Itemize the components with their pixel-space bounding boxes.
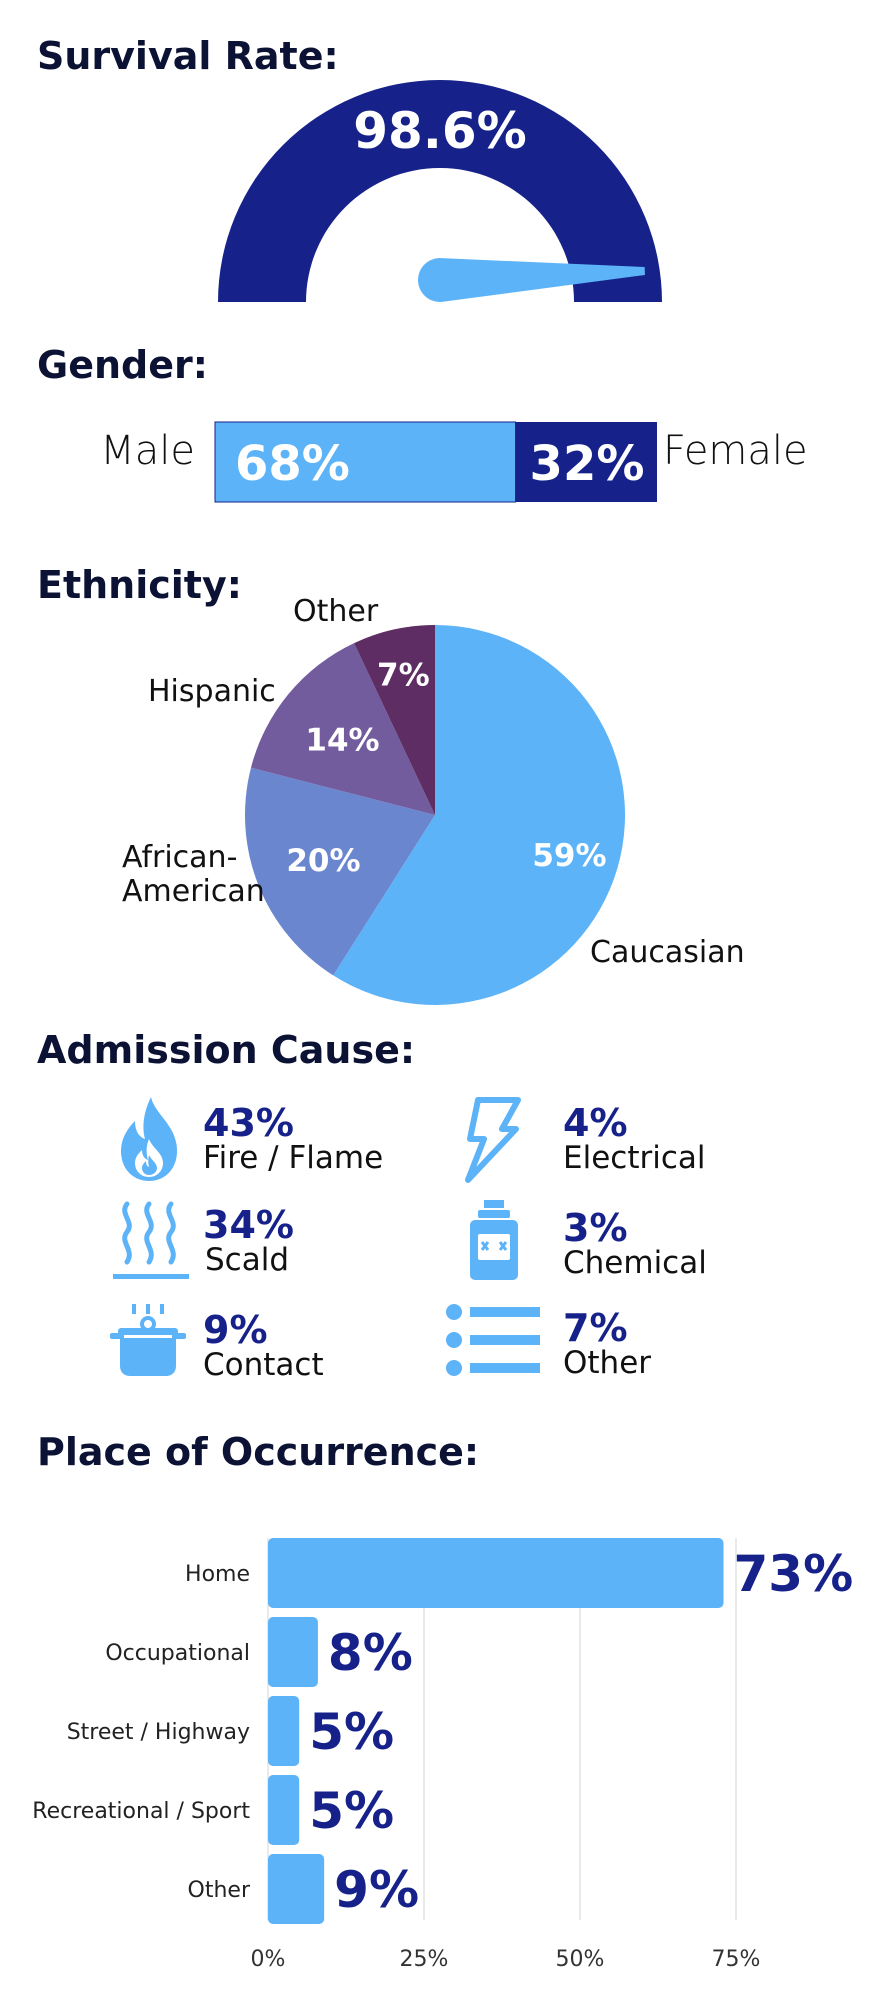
- x-tick-label: 50%: [556, 1947, 605, 1972]
- bar-value-label: 73%: [734, 1545, 854, 1603]
- cause-label: Fire / Flame: [203, 1140, 384, 1176]
- pie-slice-african-american: [245, 767, 435, 976]
- pie-slice-caucasian: [333, 625, 626, 1005]
- lightning-icon: [465, 1097, 521, 1183]
- gauge-arc: [218, 80, 662, 302]
- bar-value-label: 9%: [334, 1861, 419, 1919]
- pie-slice-hispanic: [250, 643, 435, 815]
- y-category-label: Home: [185, 1562, 250, 1587]
- y-category-label: Occupational: [105, 1641, 250, 1666]
- x-tick-label: 25%: [400, 1947, 449, 1972]
- cause-label: Electrical: [563, 1140, 706, 1176]
- pie-label-caucasian: Caucasian: [590, 935, 745, 970]
- bar-value-label: 8%: [328, 1624, 413, 1682]
- bar-value-label: 5%: [309, 1703, 394, 1761]
- gender-female-value: 32%: [530, 436, 645, 492]
- pie-slice-other: [354, 625, 435, 815]
- cause-label: Chemical: [563, 1245, 707, 1281]
- bar-value-label: 5%: [309, 1782, 394, 1840]
- pie-label-hispanic: Hispanic: [148, 674, 276, 709]
- gender-bar-chart: 68% 32%: [214, 421, 657, 503]
- pie-value-african-american: 20%: [286, 843, 360, 879]
- cause-value: 43%: [203, 1101, 294, 1145]
- flame-icon: [121, 1097, 177, 1181]
- bar-street-highway: [268, 1696, 300, 1766]
- survival-rate-title: Survival Rate:: [37, 34, 339, 78]
- cause-value: 7%: [563, 1306, 628, 1350]
- bar-recreational-sport: [268, 1775, 300, 1845]
- pie-value-caucasian: 59%: [532, 838, 606, 874]
- y-category-label: Street / Highway: [67, 1720, 250, 1745]
- x-tick-label: 0%: [251, 1947, 286, 1972]
- gender-female-label: Female: [663, 428, 808, 474]
- y-category-label: Recreational / Sport: [32, 1799, 250, 1824]
- pie-value-hispanic: 14%: [305, 723, 379, 759]
- ethnicity-title: Ethnicity:: [37, 563, 242, 607]
- ethnicity-pie-chart: 59% 20% 14% 7% Caucasian African-American Hisp…: [122, 594, 745, 1005]
- pie-label-african-american: African-: [122, 840, 237, 875]
- x-tick-label: 75%: [712, 1947, 761, 1972]
- cause-label: Contact: [203, 1347, 324, 1383]
- admission-cause-title: Admission Cause:: [37, 1028, 416, 1072]
- cause-value: 4%: [563, 1101, 628, 1145]
- gender-male-value: 68%: [235, 436, 350, 492]
- gender-male-label: Male: [100, 428, 195, 474]
- bar-occupational: [268, 1617, 318, 1687]
- survival-gauge: 98.6%: [218, 80, 662, 302]
- cause-value: 3%: [563, 1206, 628, 1250]
- y-category-label: Other: [188, 1878, 251, 1903]
- cause-value: 34%: [203, 1203, 294, 1247]
- bar-other: [268, 1854, 325, 1924]
- pie-label-other: Other: [293, 594, 379, 629]
- chemical-bottle-icon: [470, 1200, 518, 1280]
- cause-label: Scald: [205, 1242, 290, 1278]
- gauge-needle: [418, 258, 645, 302]
- pie-label-african-american: American: [122, 874, 265, 909]
- gender-title: Gender:: [37, 343, 208, 387]
- gauge-value-label: 98.6%: [353, 102, 526, 160]
- gender-female-bar: [515, 422, 657, 502]
- list-icon: [446, 1304, 540, 1376]
- cause-value: 9%: [203, 1308, 268, 1352]
- place-of-occurrence-title: Place of Occurrence:: [37, 1430, 480, 1474]
- hot-pot-icon: [110, 1304, 186, 1376]
- cause-label: Other: [563, 1345, 652, 1381]
- gender-male-bar: [214, 421, 517, 503]
- pie-value-other: 7%: [377, 657, 430, 693]
- steam-icon: [113, 1201, 189, 1279]
- place-bar-chart: 0% 25% 50% 75% Home 73% Occupational 8% Street /…: [32, 1538, 854, 1972]
- bar-home: [268, 1538, 724, 1608]
